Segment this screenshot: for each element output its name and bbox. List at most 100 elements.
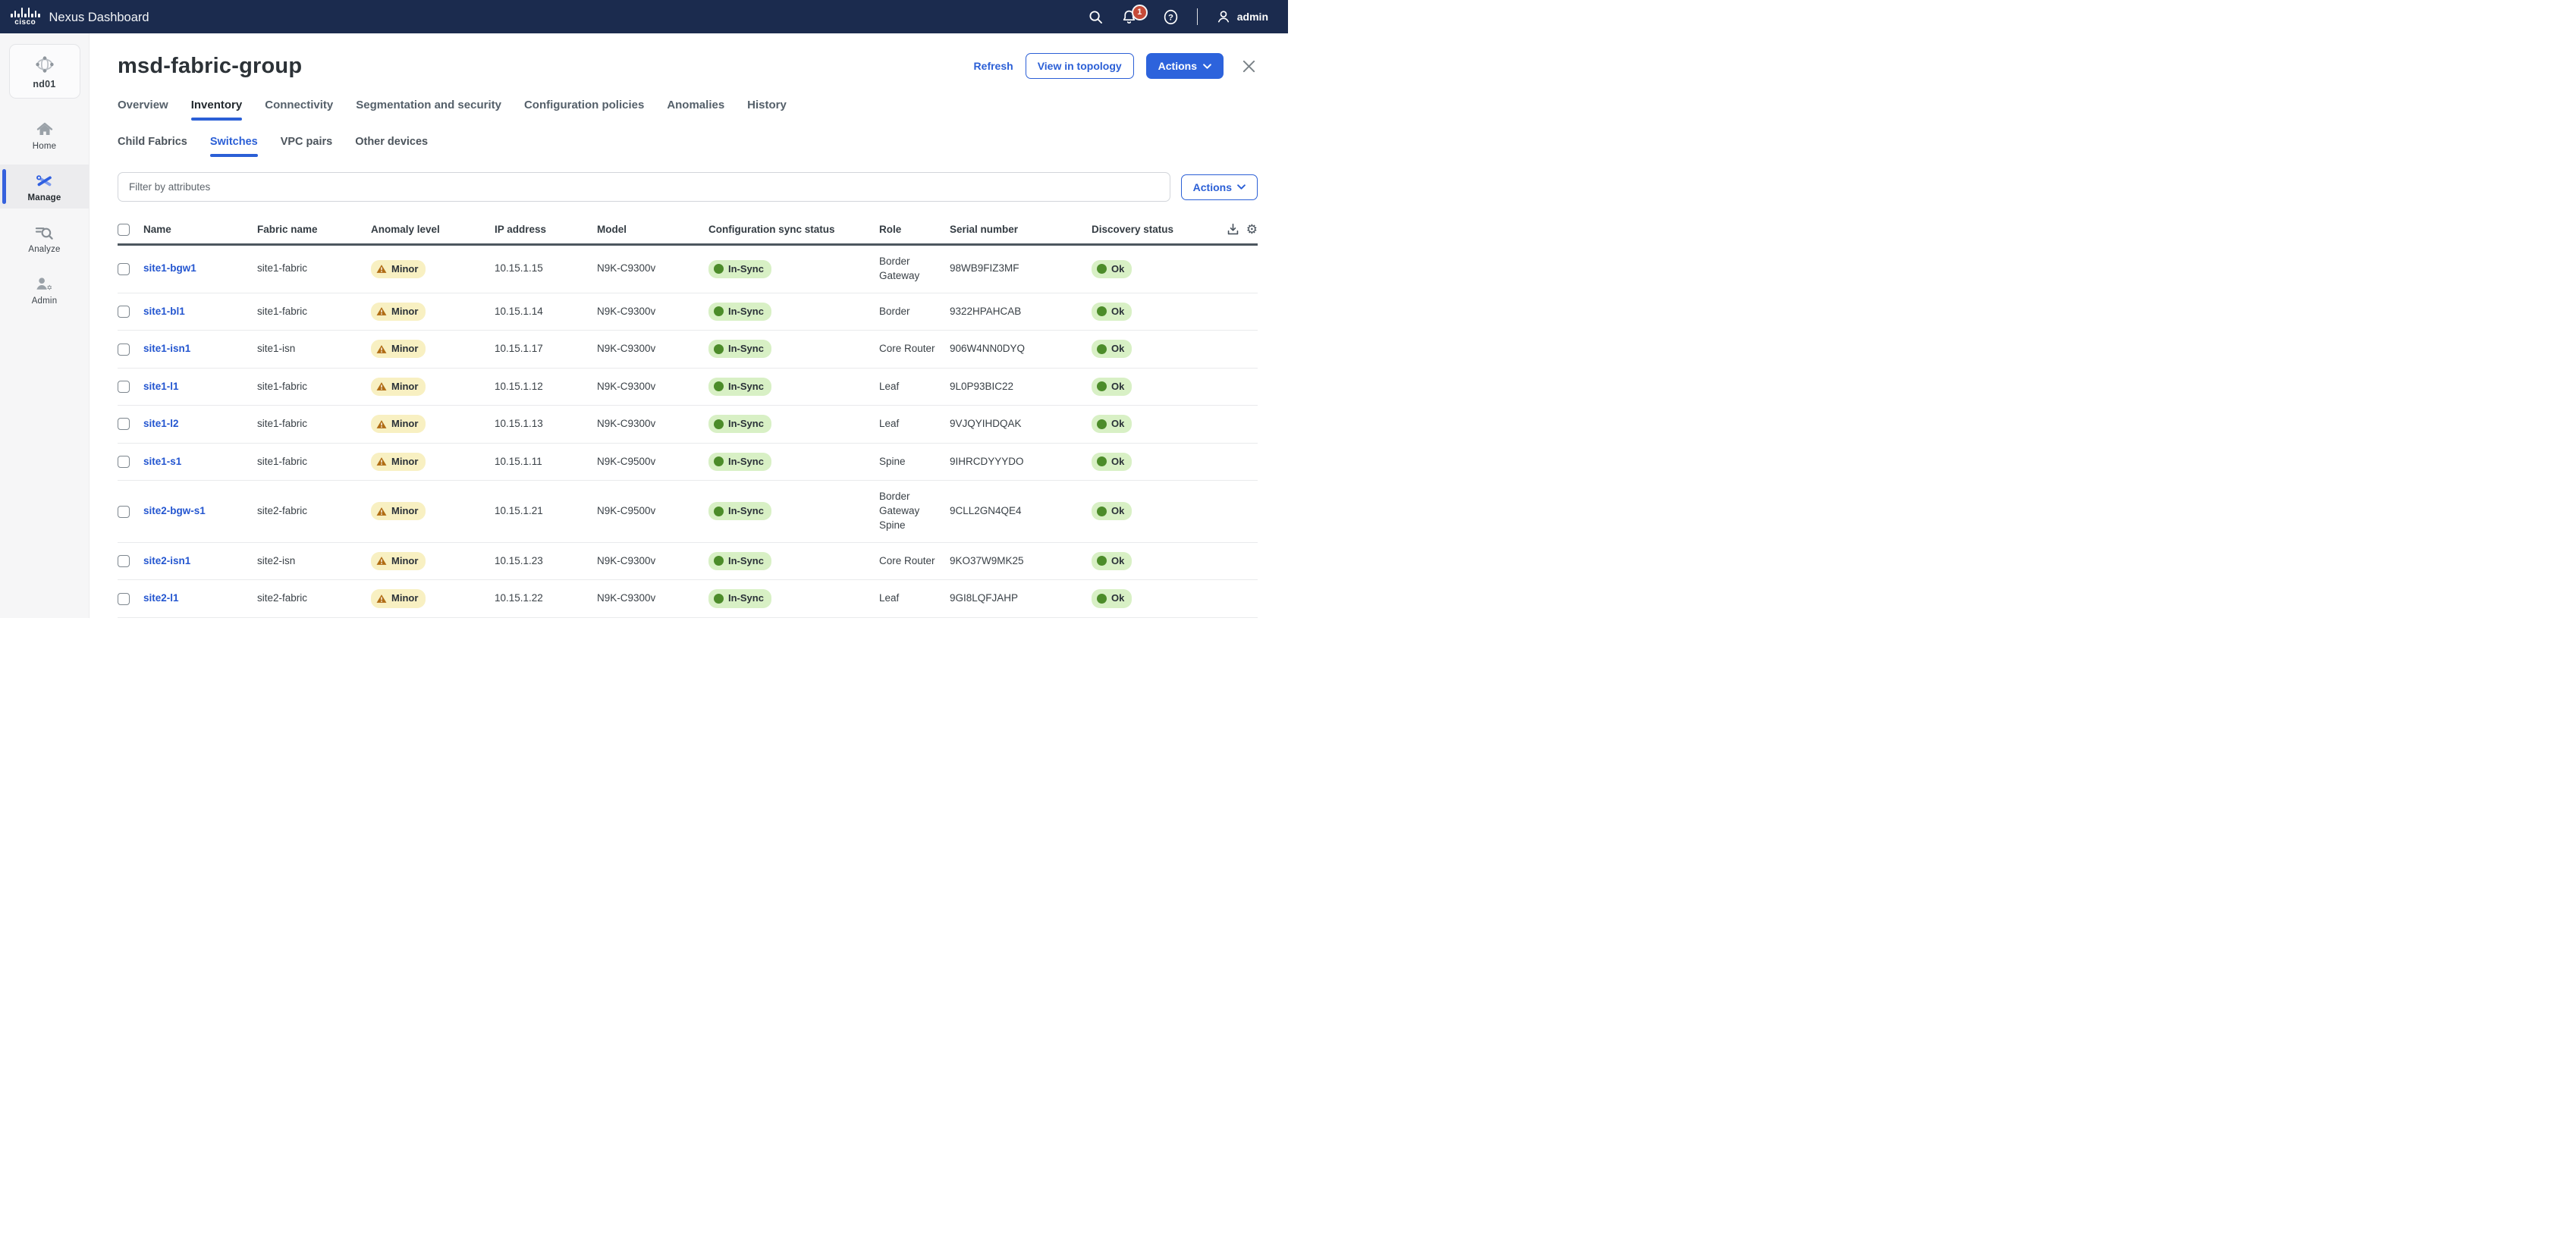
column-header-role[interactable]: Role [879, 224, 902, 235]
column-header-ip-address[interactable]: IP address [495, 224, 547, 235]
serial-number-cell: 9IHRCDYYYDO [950, 455, 1024, 467]
help-button[interactable]: ? [1163, 9, 1179, 25]
sidebar-item-label: Admin [31, 296, 58, 306]
tab-inventory[interactable]: Inventory [190, 99, 243, 121]
table-row: site2-l1 site2-fabric Minor 10.15.1.22 N… [118, 580, 1258, 618]
row-checkbox[interactable] [118, 380, 130, 393]
fabric-name-cell: site1-fabric [257, 455, 308, 467]
switch-name-link[interactable]: site1-bl1 [143, 305, 185, 317]
row-checkbox[interactable] [118, 262, 130, 275]
column-header-config-sync-status[interactable]: Configuration sync status [708, 224, 835, 235]
fabric-name-cell: site2-isn [257, 554, 296, 566]
anomaly-badge: Minor [371, 302, 426, 321]
subtab-other-devices[interactable]: Other devices [355, 136, 429, 148]
tab-anomalies[interactable]: Anomalies [667, 99, 725, 111]
tab-connectivity[interactable]: Connectivity [265, 99, 334, 111]
ip-address-cell: 10.15.1.11 [495, 455, 542, 467]
switch-name-link[interactable]: site1-isn1 [143, 343, 191, 355]
search-icon[interactable] [1089, 10, 1103, 24]
column-settings-button[interactable]: ⚙ [1246, 222, 1258, 237]
table-header: Name Fabric name Anomaly level IP addres… [118, 215, 1258, 246]
switch-name-link[interactable]: site2-bgw-s1 [143, 505, 206, 517]
notifications-button[interactable]: 1 [1121, 4, 1148, 25]
tab-segmentation-and-security[interactable]: Segmentation and security [356, 99, 501, 111]
notification-badge: 1 [1131, 4, 1148, 20]
subtab-child-fabrics[interactable]: Child Fabrics [118, 136, 187, 148]
discovery-status-badge: Ok [1092, 340, 1132, 359]
switch-name-link[interactable]: site1-s1 [143, 455, 182, 467]
app-header: cisco Nexus Dashboard 1 ? admin [0, 0, 1288, 33]
switch-name-link[interactable]: site1-l1 [143, 380, 179, 392]
cisco-wordmark: cisco [14, 17, 36, 27]
column-header-name[interactable]: Name [143, 224, 171, 235]
anomaly-badge: Minor [371, 377, 426, 396]
sidebar-item-analyze[interactable]: Analyze [0, 216, 89, 260]
row-checkbox[interactable] [118, 555, 130, 568]
tab-overview[interactable]: Overview [118, 99, 168, 111]
status-dot-icon [1097, 556, 1107, 566]
switch-name-link[interactable]: site1-bgw1 [143, 262, 196, 274]
anomaly-badge: Minor [371, 589, 426, 608]
ip-address-cell: 10.15.1.21 [495, 505, 543, 517]
status-dot-icon [714, 456, 724, 467]
close-button[interactable] [1240, 58, 1258, 75]
row-checkbox[interactable] [118, 418, 130, 431]
discovery-status-badge: Ok [1092, 377, 1132, 396]
cluster-card[interactable]: nd01 [8, 44, 80, 99]
select-all-checkbox[interactable] [118, 223, 130, 236]
serial-number-cell: 9GI8LQFJAHP [950, 592, 1019, 604]
sidebar-item-manage[interactable]: Manage [0, 165, 89, 209]
row-checkbox[interactable] [118, 306, 130, 318]
subtab-vpc-pairs[interactable]: VPC pairs [280, 136, 333, 148]
fabric-name-cell: site2-fabric [257, 592, 308, 604]
sync-status-badge: In-Sync [708, 502, 771, 521]
sync-status-badge: In-Sync [708, 340, 771, 359]
anomaly-badge: Minor [371, 415, 426, 434]
column-header-anomaly-level[interactable]: Anomaly level [371, 224, 440, 235]
column-header-fabric-name[interactable]: Fabric name [257, 224, 318, 235]
warning-icon [376, 265, 387, 274]
sidebar-item-home[interactable]: Home [0, 114, 89, 157]
table-actions-button[interactable]: Actions [1180, 174, 1258, 200]
serial-number-cell: 9322HPAHCAB [950, 305, 1022, 317]
column-header-serial-number[interactable]: Serial number [950, 224, 1019, 235]
model-cell: N9K-C9300v [597, 592, 656, 604]
column-header-model[interactable]: Model [597, 224, 627, 235]
switch-name-link[interactable]: site1-l2 [143, 418, 179, 430]
ip-address-cell: 10.15.1.13 [495, 418, 543, 430]
discovery-status-badge: Ok [1092, 259, 1132, 278]
tab-history[interactable]: History [747, 99, 787, 111]
header-divider [1196, 8, 1198, 25]
refresh-button[interactable]: Refresh [973, 60, 1013, 72]
status-dot-icon [1097, 506, 1107, 516]
subtab-switches[interactable]: Switches [209, 136, 258, 157]
status-dot-icon [714, 506, 724, 516]
status-dot-icon [714, 419, 724, 429]
discovery-status-badge: Ok [1092, 502, 1132, 521]
sync-status-badge: In-Sync [708, 302, 771, 321]
sidebar-item-admin[interactable]: Admin [0, 268, 89, 312]
column-header-discovery-status[interactable]: Discovery status [1092, 224, 1174, 235]
sync-status-badge: In-Sync [708, 551, 771, 571]
view-in-topology-button[interactable]: View in topology [1025, 53, 1134, 79]
role-cell: Leaf [879, 418, 900, 430]
table-body: site1-bgw1 site1-fabric Minor 10.15.1.15… [118, 246, 1258, 618]
discovery-status-badge: Ok [1092, 415, 1132, 434]
row-checkbox[interactable] [118, 592, 130, 605]
serial-number-cell: 98WB9FIZ3MF [950, 262, 1019, 274]
export-button[interactable] [1227, 223, 1239, 236]
serial-number-cell: 9L0P93BIC22 [950, 380, 1014, 392]
warning-icon [376, 507, 387, 516]
row-checkbox[interactable] [118, 505, 130, 518]
actions-button[interactable]: Actions [1145, 53, 1224, 79]
user-menu[interactable]: admin [1216, 9, 1268, 24]
table-row: site2-bgw-s1 site2-fabric Minor 10.15.1.… [118, 481, 1258, 543]
row-checkbox[interactable] [118, 343, 130, 356]
role-cell: Core Router [879, 554, 935, 566]
filter-input[interactable] [118, 172, 1170, 202]
row-checkbox[interactable] [118, 455, 130, 468]
switch-name-link[interactable]: site2-isn1 [143, 554, 191, 566]
switch-name-link[interactable]: site2-l1 [143, 592, 179, 604]
status-dot-icon [1097, 419, 1107, 429]
tab-configuration-policies[interactable]: Configuration policies [523, 99, 645, 111]
